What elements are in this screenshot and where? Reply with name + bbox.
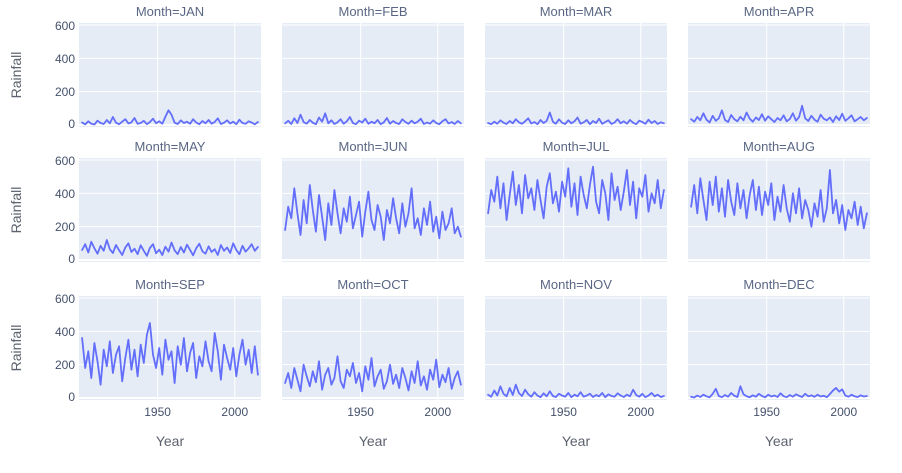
x-tick-label: 2000: [424, 405, 452, 419]
y-tick-label: 0: [68, 252, 75, 266]
y-tick-label: 400: [54, 187, 75, 201]
facet-title-oct: Month=OCT: [337, 277, 409, 292]
facet-title-feb: Month=FEB: [338, 4, 408, 19]
facet-panel-jun[interactable]: [282, 158, 464, 262]
x-tick-label: 1950: [753, 405, 780, 419]
facet-plot-jan: [79, 23, 261, 127]
facet-panel-nov[interactable]: [485, 296, 667, 400]
facet-plot-sep: [79, 296, 261, 400]
facet-panel-jul[interactable]: [485, 158, 667, 262]
rainfall-line-jul: [487, 165, 665, 221]
facet-title-nov: Month=NOV: [540, 277, 612, 292]
rainfall-line-feb: [284, 112, 462, 126]
rainfall-line-nov: [487, 383, 665, 399]
facet-title-aug: Month=AUG: [743, 139, 815, 154]
facet-panel-apr[interactable]: [688, 23, 870, 127]
y-tick-label: 200: [54, 85, 75, 99]
x-axis-col-3: 1950 2000 Year: [485, 400, 667, 473]
facet-title-jan: Month=JAN: [135, 4, 205, 19]
facet-panel-mar[interactable]: [485, 23, 667, 127]
facet-panel-may[interactable]: [79, 158, 261, 262]
y-axis-title: Rainfall: [8, 324, 24, 372]
x-axis-title: Year: [155, 433, 185, 449]
y-tick-label: 600: [54, 154, 75, 168]
y-axis-title: Rainfall: [8, 51, 24, 99]
facet-title-jun: Month=JUN: [338, 139, 408, 154]
y-tick-label: 0: [68, 390, 75, 404]
y-tick-label: 400: [54, 52, 75, 66]
facet-panel-oct[interactable]: [282, 296, 464, 400]
x-tick-label: 1950: [347, 405, 374, 419]
rainfall-line-may: [81, 239, 259, 257]
facet-plot-jul: [485, 158, 667, 262]
y-tick-label: 400: [54, 325, 75, 339]
rainfall-line-dec: [690, 385, 868, 399]
facet-title-dec: Month=DEC: [743, 277, 815, 292]
facet-plot-mar: [485, 23, 667, 127]
rainfall-line-aug: [690, 169, 868, 231]
facet-plot-aug: [688, 158, 870, 262]
y-tick-label: 600: [54, 292, 75, 306]
facet-plot-feb: [282, 23, 464, 127]
y-axis-row-2: Rainfall 600 400 200 0: [0, 154, 75, 266]
y-tick-label: 200: [54, 220, 75, 234]
y-axis-row-1: Rainfall 600 400 200 0: [0, 19, 75, 131]
x-axis-col-4: 1950 2000 Year: [688, 400, 870, 473]
y-tick-label: 200: [54, 358, 75, 372]
x-tick-label: 1950: [550, 405, 577, 419]
facet-panel-sep[interactable]: [79, 296, 261, 400]
facet-title-mar: Month=MAR: [539, 4, 613, 19]
y-tick-label: 0: [68, 117, 75, 131]
facet-plot-dec: [688, 296, 870, 400]
x-tick-label: 1950: [144, 405, 171, 419]
facet-panel-feb[interactable]: [282, 23, 464, 127]
facet-plot-may: [79, 158, 261, 262]
x-tick-label: 2000: [627, 405, 655, 419]
facet-title-jul: Month=JUL: [542, 139, 610, 154]
y-axis-row-3: Rainfall 600 400 200 0: [0, 292, 75, 404]
y-axis-title: Rainfall: [8, 186, 24, 234]
rainfall-line-sep: [81, 322, 259, 386]
x-axis-title: Year: [764, 433, 794, 449]
y-tick-label: 600: [54, 19, 75, 33]
x-tick-label: 2000: [221, 405, 249, 419]
facet-plot-apr: [688, 23, 870, 127]
facet-plot-jun: [282, 158, 464, 262]
facet-title-may: Month=MAY: [134, 139, 206, 154]
facet-plot-nov: [485, 296, 667, 400]
x-axis-col-2: 1950 2000 Year: [282, 400, 464, 473]
facet-plot-oct: [282, 296, 464, 400]
facet-panel-dec[interactable]: [688, 296, 870, 400]
rainfall-line-oct: [284, 355, 462, 393]
facet-title-sep: Month=SEP: [135, 277, 205, 292]
x-axis-title: Year: [358, 433, 388, 449]
x-axis-col-1: 1950 2000 Year: [79, 400, 261, 473]
rainfall-line-jan: [81, 109, 259, 126]
rainfall-line-mar: [487, 111, 665, 126]
facet-panel-aug[interactable]: [688, 158, 870, 262]
facet-title-apr: Month=APR: [743, 4, 815, 19]
x-tick-label: 2000: [830, 405, 858, 419]
x-axis-title: Year: [561, 433, 591, 449]
facet-panel-jan[interactable]: [79, 23, 261, 127]
rainfall-line-jun: [284, 184, 462, 241]
rainfall-line-apr: [690, 104, 868, 124]
